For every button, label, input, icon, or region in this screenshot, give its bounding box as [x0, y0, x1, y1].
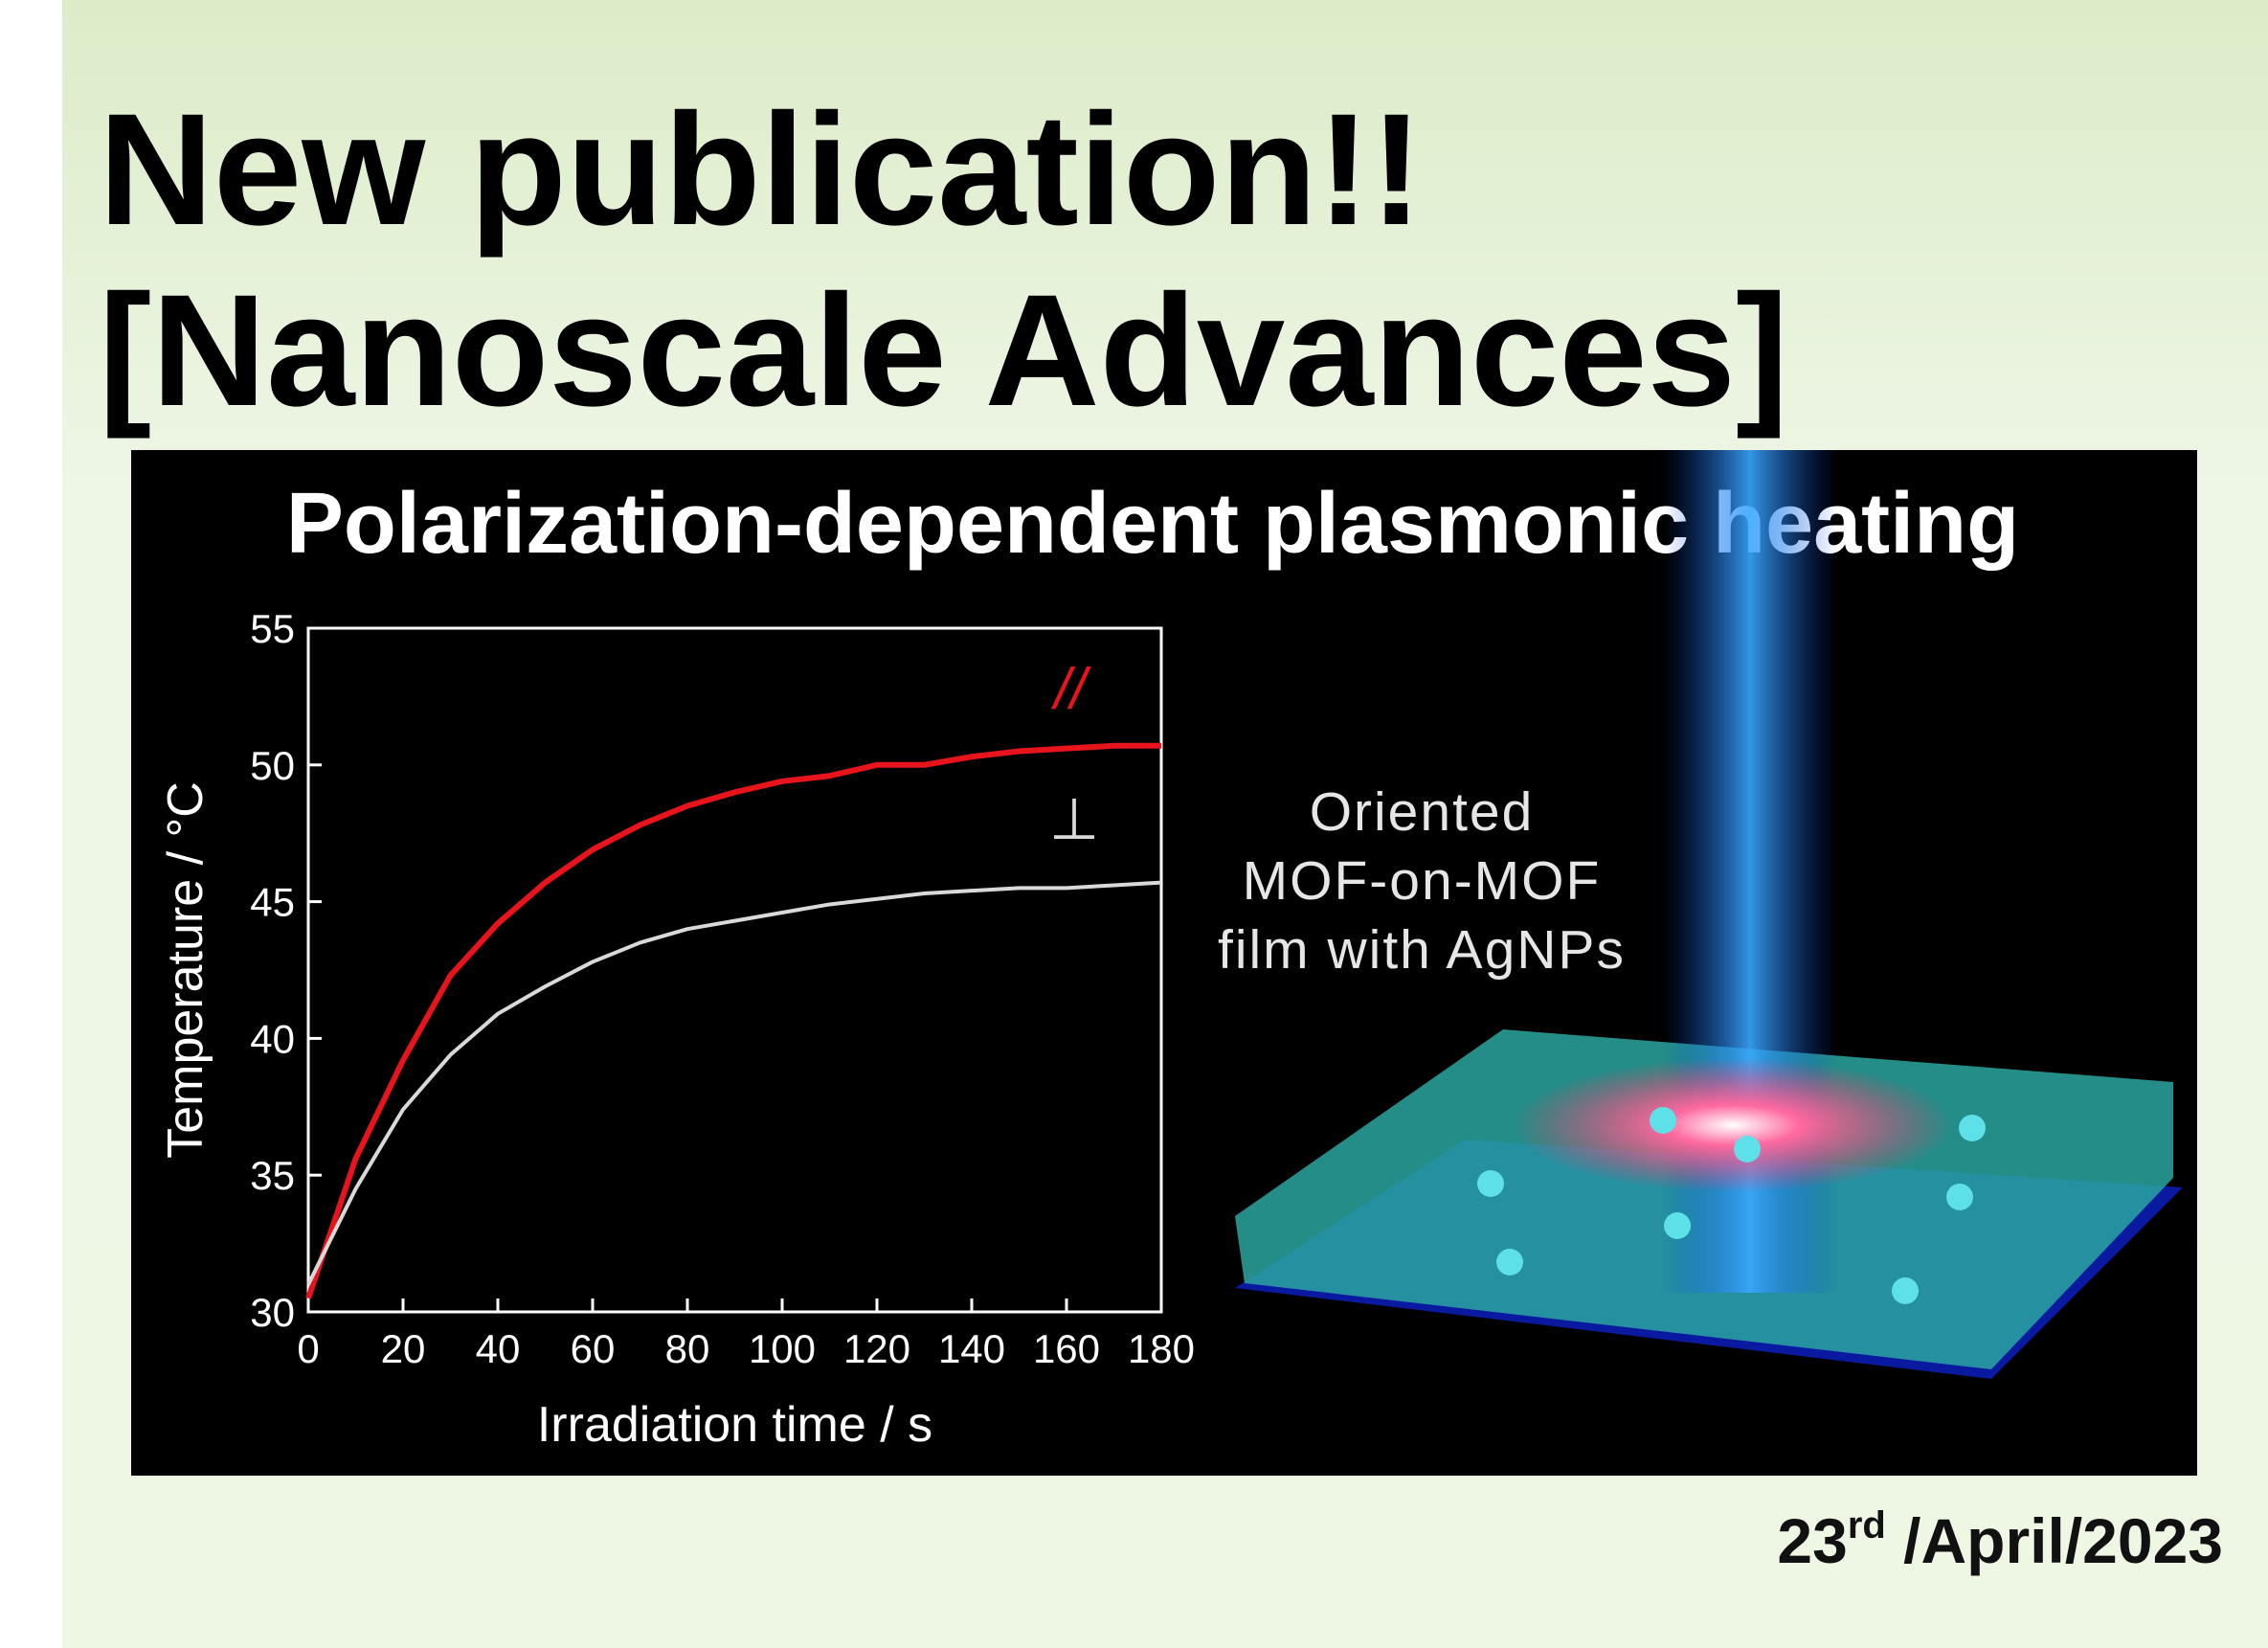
x-axis-label: Irradiation time / s	[537, 1397, 932, 1453]
y-tick-label: 55	[250, 606, 295, 651]
caption: Oriented MOF-on-MOF film with AgNPs	[1218, 781, 1626, 981]
caption-line: Oriented	[1310, 781, 1535, 843]
y-tick-label: 40	[250, 1016, 295, 1061]
series-label: //	[1050, 657, 1091, 721]
x-tick-label: 0	[297, 1326, 319, 1371]
series-line	[306, 880, 1162, 1286]
chart: 30 35 40 45 50 55 0 20 40 60 80 100 120 140 160 180 Irra…	[158, 606, 1195, 1453]
date-suffix: rd	[1848, 1504, 1886, 1546]
date-rest: /April/2023	[1886, 1505, 2223, 1576]
y-tick-label: 35	[250, 1153, 295, 1198]
x-tick-label: 20	[381, 1326, 426, 1371]
x-tick-label: 100	[749, 1326, 816, 1371]
series-line	[305, 742, 1161, 1299]
headline: New publication!!	[99, 81, 1423, 259]
date: 23rd /April/2023	[1777, 1504, 2223, 1576]
plot-frame	[306, 626, 1163, 1314]
caption-line: film with AgNPs	[1218, 919, 1626, 981]
x-tick-label: 180	[1128, 1326, 1195, 1371]
series-label: ⊥	[1049, 787, 1099, 851]
x-tick-label: 120	[843, 1326, 910, 1371]
date-day: 23	[1777, 1505, 1847, 1576]
x-tick-label: 160	[1033, 1326, 1100, 1371]
y-tick-label: 45	[250, 880, 295, 925]
x-tick-label: 80	[665, 1326, 710, 1371]
y-axis-label: Temperature / °C	[158, 781, 213, 1159]
x-tick-label: 140	[938, 1326, 1005, 1371]
heated-spot	[1513, 1058, 1953, 1192]
y-tick-label: 50	[250, 743, 295, 788]
nanoparticles	[1477, 1107, 1986, 1304]
x-tick-label: 40	[476, 1326, 521, 1371]
headline: [Nanoscale Advances]	[99, 262, 1788, 440]
y-tick-label: 30	[250, 1290, 295, 1335]
caption-line: MOF-on-MOF	[1243, 850, 1602, 912]
x-tick-label: 60	[571, 1326, 616, 1371]
